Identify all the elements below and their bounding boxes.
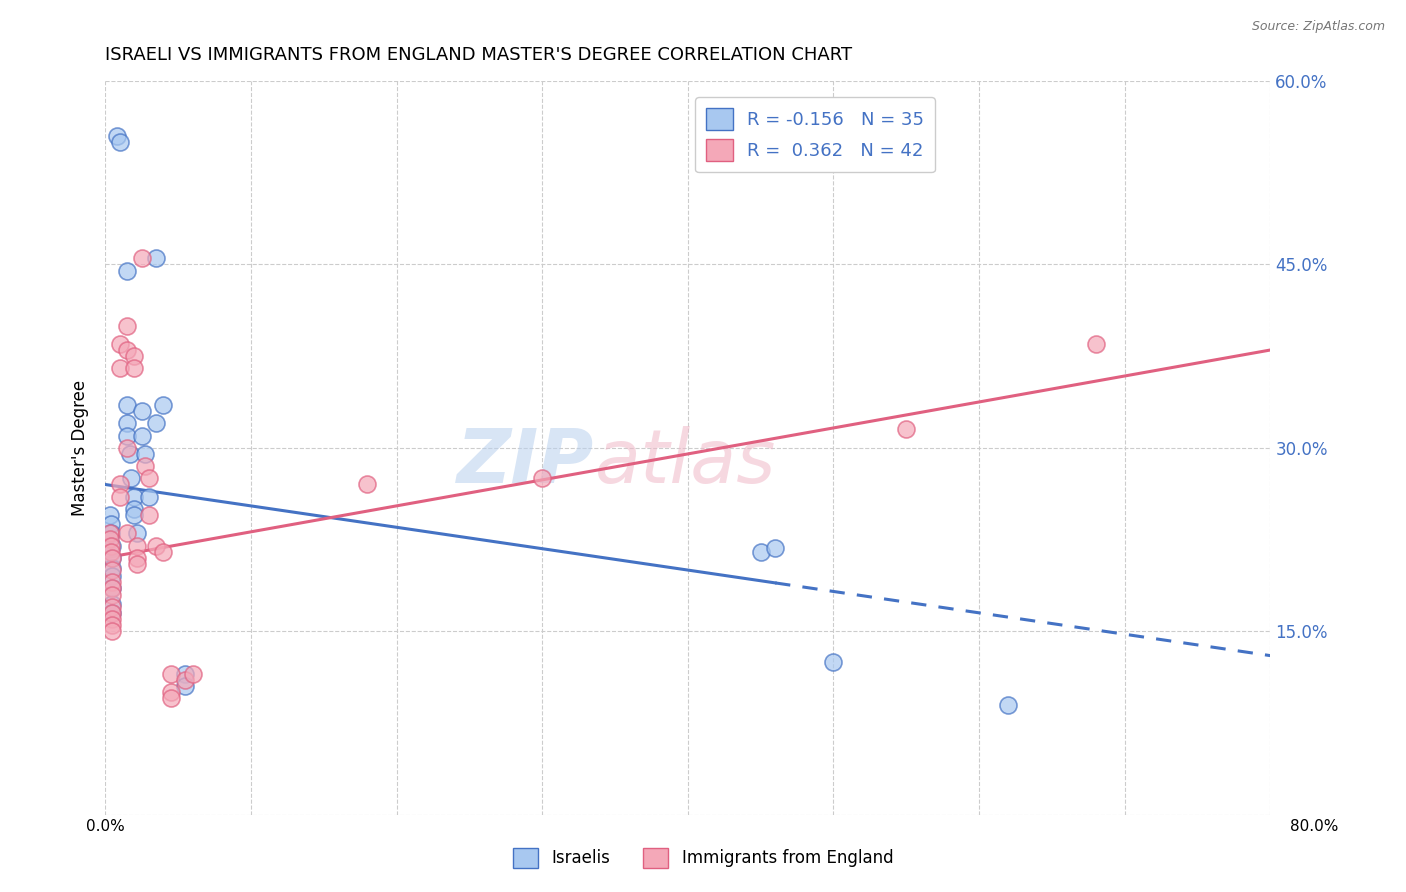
Legend: Israelis, Immigrants from England: Israelis, Immigrants from England [506, 841, 900, 875]
Point [174, 679, 197, 693]
Point [115, 398, 138, 412]
Point [115, 441, 138, 455]
Point [98, 533, 121, 547]
Point [98, 508, 121, 522]
Text: 0.0%: 0.0% [86, 820, 125, 834]
Point [763, 541, 786, 555]
Point [749, 545, 772, 559]
Point [131, 404, 153, 418]
Legend: R = -0.156   N = 35, R =  0.362   N = 42: R = -0.156 N = 35, R = 0.362 N = 42 [695, 97, 935, 172]
Point [98, 526, 121, 541]
Point [100, 516, 122, 531]
Point [134, 459, 156, 474]
Text: Source: ZipAtlas.com: Source: ZipAtlas.com [1251, 20, 1385, 33]
Point [127, 550, 149, 565]
Point [896, 422, 918, 436]
Point [159, 685, 181, 699]
Point [101, 575, 124, 590]
Point [101, 550, 124, 565]
Point [101, 606, 124, 620]
Point [131, 252, 153, 266]
Text: ISRAELI VS IMMIGRANTS FROM ENGLAND MASTER'S DEGREE CORRELATION CHART: ISRAELI VS IMMIGRANTS FROM ENGLAND MASTE… [105, 46, 852, 64]
Point [108, 135, 131, 149]
Point [101, 563, 124, 577]
Point [145, 252, 167, 266]
Point [115, 263, 138, 277]
Point [101, 582, 124, 596]
Point [127, 539, 149, 553]
Point [108, 477, 131, 491]
Point [105, 129, 128, 144]
Point [101, 612, 124, 626]
Point [124, 502, 146, 516]
Point [1084, 337, 1107, 351]
Point [997, 698, 1019, 712]
Point [823, 655, 845, 669]
Point [115, 417, 138, 431]
Y-axis label: Master's Degree: Master's Degree [72, 380, 89, 516]
Point [101, 560, 124, 574]
Text: 80.0%: 80.0% [1291, 820, 1339, 834]
Text: atlas: atlas [595, 426, 776, 499]
Point [108, 361, 131, 376]
Point [145, 539, 167, 553]
Point [115, 343, 138, 357]
Point [115, 318, 138, 333]
Point [101, 624, 124, 639]
Point [181, 667, 204, 681]
Point [152, 398, 174, 412]
Point [118, 447, 141, 461]
Point [127, 526, 149, 541]
Point [115, 526, 138, 541]
Point [124, 349, 146, 363]
Point [127, 557, 149, 571]
Point [174, 673, 197, 687]
Text: ZIP: ZIP [457, 426, 595, 499]
Point [101, 582, 124, 596]
Point [100, 526, 122, 541]
Point [101, 587, 124, 601]
Point [100, 545, 122, 559]
Point [138, 490, 160, 504]
Point [101, 569, 124, 583]
Point [108, 337, 131, 351]
Point [101, 550, 124, 565]
Point [101, 599, 124, 614]
Point [138, 471, 160, 485]
Point [152, 545, 174, 559]
Point [120, 471, 142, 485]
Point [159, 667, 181, 681]
Point [115, 428, 138, 442]
Point [159, 691, 181, 706]
Point [100, 539, 122, 553]
Point [124, 490, 146, 504]
Point [101, 539, 124, 553]
Point [108, 490, 131, 504]
Point [101, 606, 124, 620]
Point [356, 477, 378, 491]
Point [124, 361, 146, 376]
Point [145, 417, 167, 431]
Point [131, 428, 153, 442]
Point [174, 667, 197, 681]
Point [101, 618, 124, 632]
Point [531, 471, 554, 485]
Point [101, 597, 124, 611]
Point [124, 508, 146, 522]
Point [138, 508, 160, 522]
Point [134, 447, 156, 461]
